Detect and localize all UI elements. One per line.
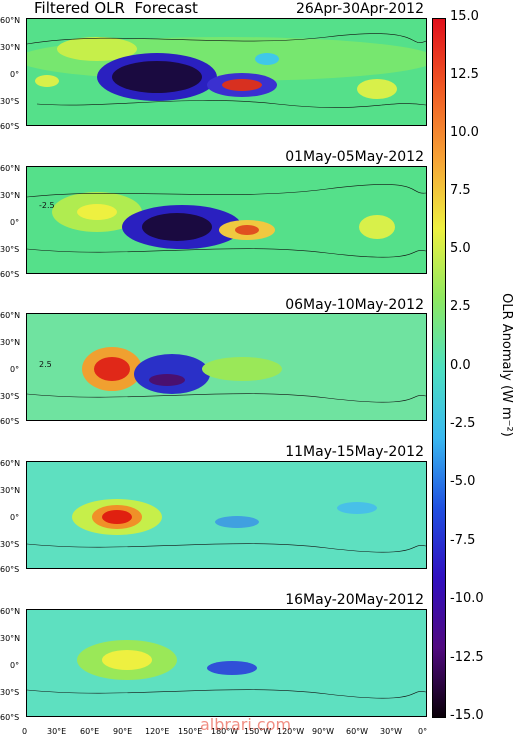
panel-4-date: 11May-15May-2012: [285, 444, 424, 460]
panel-1-date: 26Apr-30Apr-2012: [295, 1, 424, 17]
colorbar-tick: 15.0: [450, 9, 479, 24]
panel-3-date: 06May-10May-2012: [285, 297, 424, 313]
lat-label: 30°S: [0, 688, 20, 697]
olr-field-1: [27, 19, 426, 125]
lat-label: 0°: [10, 365, 20, 374]
lon-label: 60°W: [346, 727, 369, 736]
colorbar-tick: -10.0: [450, 591, 484, 606]
lat-label: 30°S: [0, 540, 20, 549]
map-panel-1: [26, 18, 427, 126]
olr-field-4: [27, 462, 426, 568]
lat-label: 30°S: [0, 392, 20, 401]
colorbar-tick: 7.5: [450, 183, 471, 198]
contour-label: -2.5: [39, 201, 55, 210]
colorbar-tick: 10.0: [450, 125, 479, 140]
lat-label: 60°N: [0, 164, 21, 173]
lat-label: 30°N: [0, 634, 21, 643]
lat-label: 60°S: [0, 270, 20, 279]
lat-label: 60°N: [0, 459, 21, 468]
lat-label: 30°N: [0, 338, 21, 347]
colorbar-tick: -5.0: [450, 474, 476, 489]
lat-label: 60°N: [0, 16, 21, 25]
lon-label: 90°E: [113, 727, 133, 736]
olr-field-5: [27, 610, 426, 716]
lon-label: 120°E: [145, 727, 170, 736]
lon-label: 150°E: [178, 727, 203, 736]
contour-label: 2.5: [39, 360, 52, 369]
lon-label: 0: [22, 727, 28, 736]
colorbar-tick: 0.0: [450, 358, 471, 373]
lon-label: 180°W: [211, 727, 239, 736]
lat-label: 60°S: [0, 713, 20, 722]
colorbar-tick: 5.0: [450, 241, 471, 256]
lat-label: 30°S: [0, 97, 20, 106]
colorbar-tick: 12.5: [450, 67, 479, 82]
colorbar-gradient: [433, 19, 445, 717]
lat-label: 0°: [10, 661, 20, 670]
lat-label: 30°S: [0, 245, 20, 254]
lat-label: 0°: [10, 70, 20, 79]
figure-title: Filtered OLR Forecast: [34, 0, 198, 17]
lon-label: 0°: [418, 727, 428, 736]
olr-field-2: -2.5: [27, 167, 426, 273]
panel-2-date: 01May-05May-2012: [285, 149, 424, 165]
lat-label: 0°: [10, 513, 20, 522]
lat-label: 30°N: [0, 486, 21, 495]
watermark-text: albrari.com: [200, 715, 292, 734]
lon-label: 30°E: [47, 727, 67, 736]
colorbar-tick: -7.5: [450, 533, 476, 548]
lat-label: 30°N: [0, 191, 21, 200]
colorbar-tick: -2.5: [450, 416, 476, 431]
lat-label: 60°N: [0, 607, 21, 616]
lat-label: 0°: [10, 218, 20, 227]
colorbar-tick: 2.5: [450, 299, 471, 314]
colorbar: [432, 18, 446, 718]
colorbar-tick: -15.0: [450, 708, 484, 723]
lat-label: 30°N: [0, 43, 21, 52]
map-panel-3: 2.5: [26, 313, 427, 421]
map-panel-4: [26, 461, 427, 569]
colorbar-label: OLR Anomaly (W m⁻²): [499, 293, 514, 437]
panel-5-date: 16May-20May-2012: [285, 592, 424, 608]
colorbar-tick: -12.5: [450, 650, 484, 665]
lon-label: 150°W: [244, 727, 272, 736]
lon-label: 90°W: [312, 727, 335, 736]
lat-label: 60°S: [0, 122, 20, 131]
map-panel-5: [26, 609, 427, 717]
lat-label: 60°S: [0, 565, 20, 574]
lat-label: 60°S: [0, 417, 20, 426]
olr-field-3: 2.5: [27, 314, 426, 420]
lon-label: 30°W: [380, 727, 403, 736]
lon-label: 120°W: [277, 727, 305, 736]
lat-label: 60°N: [0, 311, 21, 320]
lon-label: 60°E: [80, 727, 100, 736]
map-panel-2: -2.5: [26, 166, 427, 274]
